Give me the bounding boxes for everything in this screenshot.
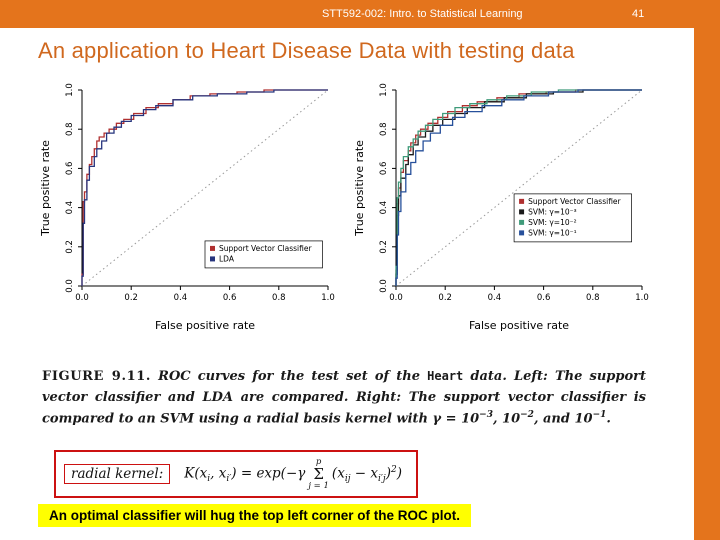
svg-text:0.6: 0.6 <box>537 293 551 303</box>
svg-text:True positive rate: True positive rate <box>353 140 366 237</box>
svg-text:0.0: 0.0 <box>389 293 403 303</box>
radial-kernel-label: radial kernel: <box>64 464 171 484</box>
svg-text:0.4: 0.4 <box>174 293 188 303</box>
svg-text:0.2: 0.2 <box>65 240 75 254</box>
figure-caption: FIGURE 9.11. ROC curves for the test set… <box>42 369 646 427</box>
figure-label: FIGURE 9.11. <box>42 369 151 384</box>
svg-text:SVM: γ=10⁻³: SVM: γ=10⁻³ <box>528 207 577 216</box>
highlighted-note: An optimal classifier will hug the top l… <box>38 504 472 527</box>
svg-text:0.4: 0.4 <box>488 293 502 303</box>
svg-text:0.0: 0.0 <box>75 293 89 303</box>
header-course-title: STT592-002: Intro. to Statistical Learni… <box>322 8 523 20</box>
svg-text:False positive rate: False positive rate <box>469 319 569 332</box>
svg-text:0.2: 0.2 <box>379 240 389 254</box>
svg-text:0.8: 0.8 <box>65 122 75 136</box>
svg-text:0.6: 0.6 <box>379 162 389 176</box>
roc-chart-right: 0.0 0.2 0.4 0.6 0.8 1.0 0.0 0.2 0.4 0.6 0.8 1.0 Fals… <box>353 83 649 332</box>
roc-chart-left: 0.0 0.2 0.4 0.6 0.8 1.0 0.0 0.2 0.4 0.6 0.8 1.0 Fals… <box>39 83 335 332</box>
svg-text:0.8: 0.8 <box>272 293 286 303</box>
svg-text:0.0: 0.0 <box>379 279 389 293</box>
heart-data-code: Heart <box>427 369 464 383</box>
slide-title: An application to Heart Disease Data wit… <box>38 38 575 63</box>
svg-text:False positive rate: False positive rate <box>155 319 255 332</box>
roc-charts-figure: 0.0 0.2 0.4 0.6 0.8 1.0 0.0 0.2 0.4 0.6 0.8 1.0 Fals… <box>36 80 652 334</box>
svg-text:0.8: 0.8 <box>379 122 389 136</box>
svg-text:0.6: 0.6 <box>65 162 75 176</box>
right-accent-stripe <box>694 0 720 540</box>
svg-text:0.2: 0.2 <box>124 293 138 303</box>
svg-text:SVM: γ=10⁻¹: SVM: γ=10⁻¹ <box>528 228 577 237</box>
svg-text:SVM: γ=10⁻²: SVM: γ=10⁻² <box>528 218 577 227</box>
svg-text:1.0: 1.0 <box>65 83 75 97</box>
svg-text:0.2: 0.2 <box>438 293 452 303</box>
svg-text:0.8: 0.8 <box>586 293 600 303</box>
svg-text:1.0: 1.0 <box>379 83 389 97</box>
svg-text:Support Vector Classifier: Support Vector Classifier <box>528 197 621 206</box>
page-number: 41 <box>632 8 645 20</box>
svg-text:True positive rate: True positive rate <box>39 140 52 237</box>
svg-text:0.6: 0.6 <box>223 293 237 303</box>
svg-text:0.4: 0.4 <box>65 201 75 215</box>
svg-text:LDA: LDA <box>219 254 235 263</box>
header-bar: STT592-002: Intro. to Statistical Learni… <box>0 0 720 28</box>
svg-text:1.0: 1.0 <box>635 293 649 303</box>
svg-text:0.4: 0.4 <box>379 201 389 215</box>
svg-text:1.0: 1.0 <box>321 293 335 303</box>
svg-text:Support Vector Classifier: Support Vector Classifier <box>219 244 312 253</box>
svg-text:0.0: 0.0 <box>65 279 75 293</box>
